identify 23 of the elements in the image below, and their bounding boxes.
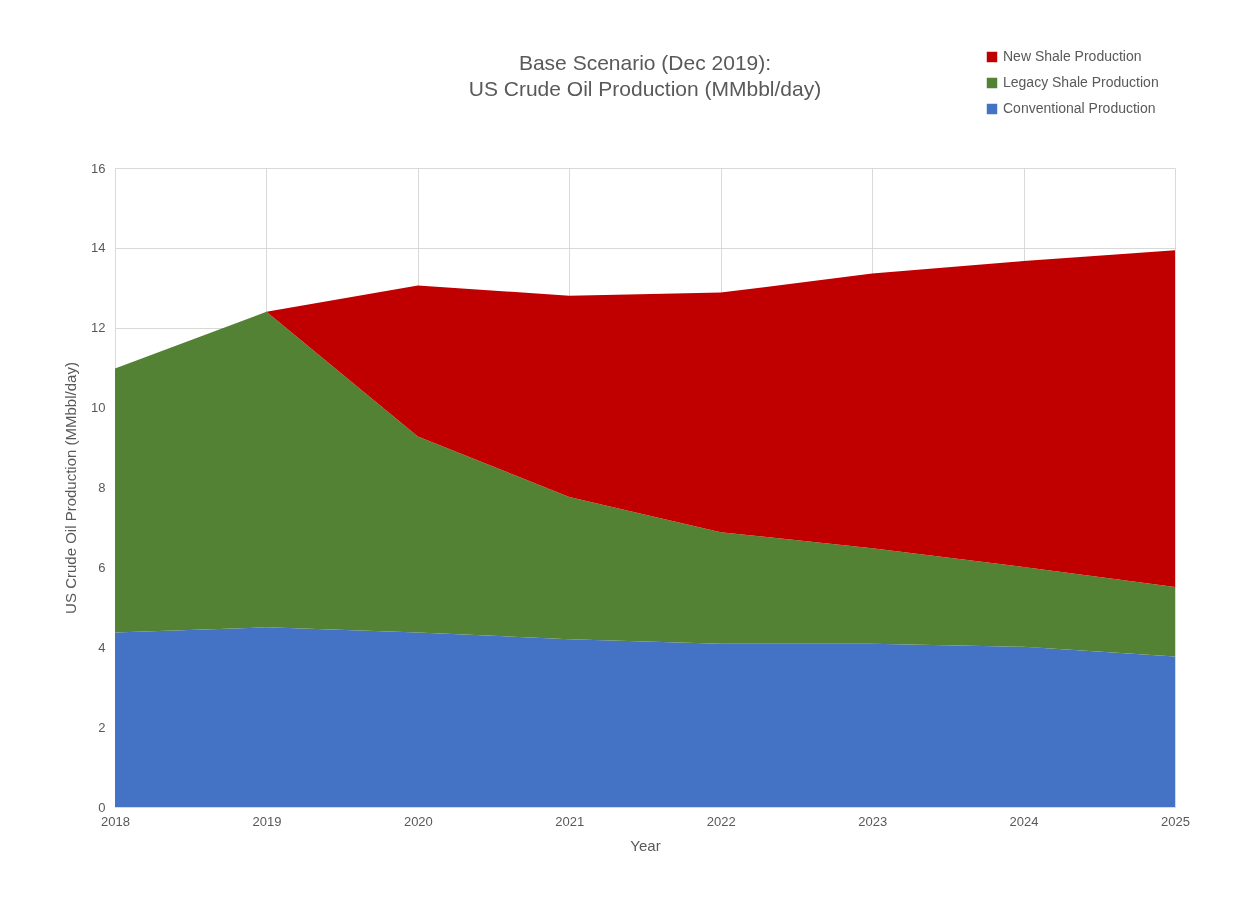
y-tick-label: 14: [91, 240, 106, 256]
y-tick-label: 6: [98, 559, 106, 575]
x-axis-title: Year: [630, 836, 661, 854]
y-tick-label: 2: [98, 719, 106, 735]
x-tick-label: 2020: [403, 813, 433, 829]
y-tick-label: 10: [91, 400, 106, 416]
x-tick-label: 2025: [1161, 813, 1190, 829]
x-tick-label: 2018: [101, 813, 130, 829]
chart-title: Base Scenario (Dec 2019): US Crude Oil Production (MMbbl/day): [468, 51, 822, 100]
y-tick-label: 8: [98, 480, 106, 495]
legend-label: New Shale Production: [1003, 48, 1142, 64]
legend-label: Conventional Production: [1003, 100, 1156, 116]
y-tick-label: 4: [98, 639, 106, 655]
y-axis-title: US Crude Oil Production (MMbbl/day): [62, 362, 80, 614]
y-tick-label: 0: [98, 799, 106, 815]
x-tick-label: 2024: [1009, 813, 1039, 829]
x-tick-label: 2019: [252, 813, 282, 829]
x-tick-label: 2021: [555, 813, 585, 829]
y-tick-label: 12: [91, 320, 106, 336]
legend-label: Legacy Shale Production: [1003, 74, 1159, 90]
x-tick-label: 2023: [858, 813, 888, 829]
y-tick-label: 16: [91, 160, 106, 176]
x-tick-label: 2022: [706, 813, 736, 829]
